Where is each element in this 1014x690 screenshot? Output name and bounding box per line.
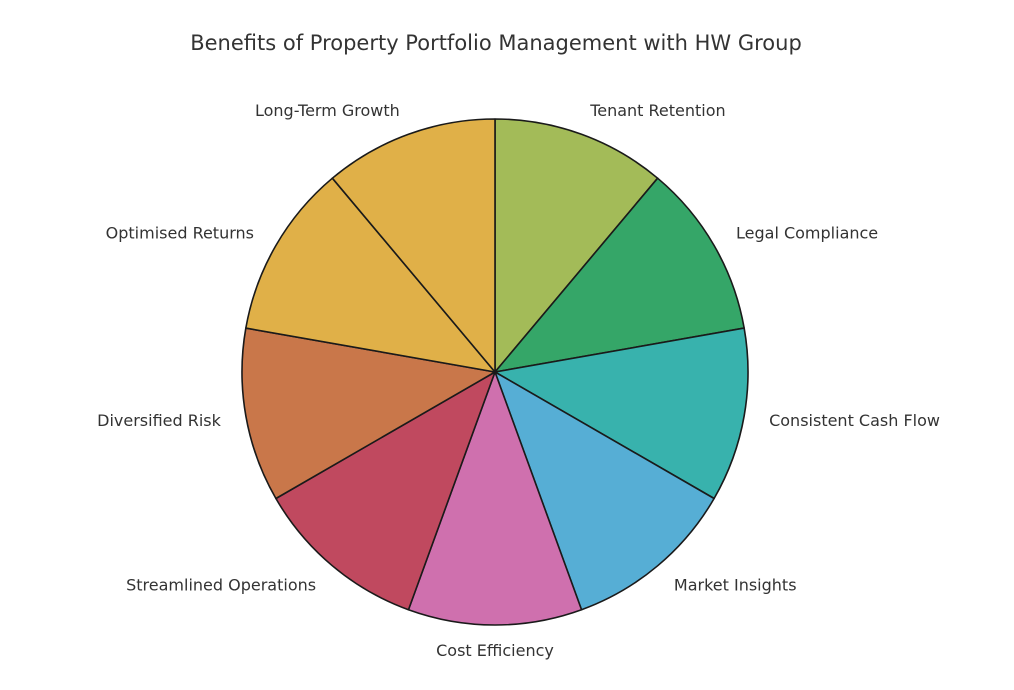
pie-label-diversified-risk: Diversified Risk xyxy=(97,411,222,430)
pie-slice-tenant-retention xyxy=(494,118,659,373)
pie-label-cost-efficiency: Cost Efficiency xyxy=(436,641,554,660)
pie-slice-cost-efficiency xyxy=(407,371,583,626)
pie-slice-legal-compliance xyxy=(494,177,745,373)
pie-slice-consistent-cash-flow xyxy=(494,327,749,500)
pie-slice-optimised-returns xyxy=(245,177,496,373)
pie-label-legal-compliance: Legal Compliance xyxy=(736,223,878,242)
pie-labels: Tenant Retention Legal Compliance Consiste… xyxy=(97,101,940,660)
pie-slice-diversified-risk xyxy=(241,327,496,500)
pie-label-streamlined-operations: Streamlined Operations xyxy=(126,576,316,595)
pie-label-tenant-retention: Tenant Retention xyxy=(589,101,726,120)
pie-slices xyxy=(241,118,749,626)
pie-label-long-term-growth: Long-Term Growth xyxy=(255,101,400,120)
pie-label-consistent-cash-flow: Consistent Cash Flow xyxy=(769,411,940,430)
chart-title: Benefits of Property Portfolio Managemen… xyxy=(190,31,802,55)
pie-slice-long-term-growth xyxy=(331,118,496,373)
pie-slice-streamlined-operations xyxy=(275,371,496,611)
pie-label-optimised-returns: Optimised Returns xyxy=(106,223,254,242)
pie-slice-market-insights xyxy=(494,371,715,611)
pie-label-market-insights: Market Insights xyxy=(674,576,797,595)
